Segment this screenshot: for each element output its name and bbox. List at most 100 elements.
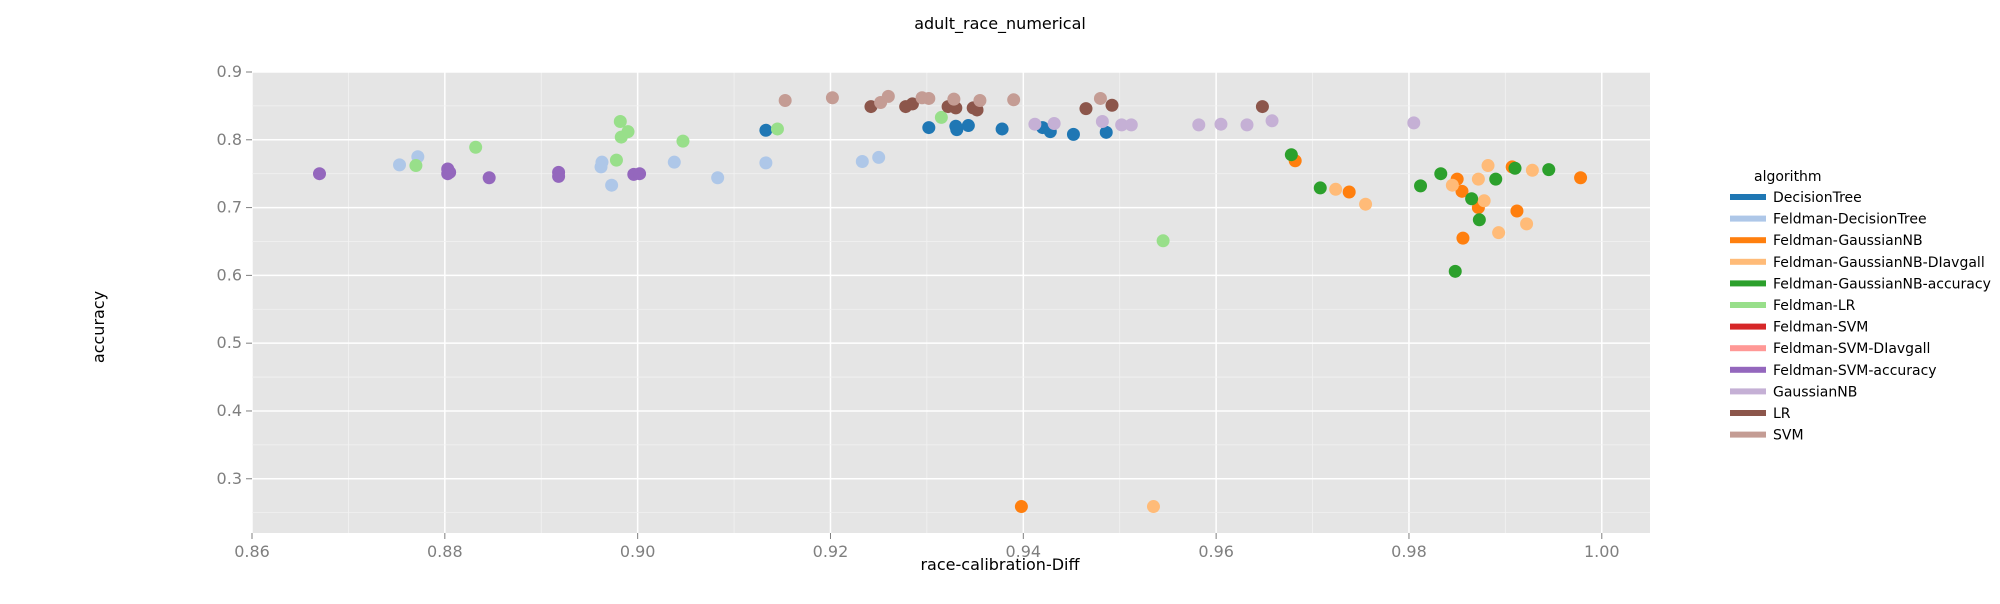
legend-label: GaussianNB <box>1773 384 1857 400</box>
x-tick-label: 0.86 <box>234 542 270 561</box>
legend-swatch <box>1730 323 1766 330</box>
data-point-feldman-lr <box>676 134 690 148</box>
data-point-feldman-gaussiannb <box>1455 184 1469 198</box>
data-point-feldman-decisiontree <box>759 156 773 170</box>
data-point-gaussiannb <box>1192 118 1206 132</box>
data-point-feldman-decisiontree <box>872 150 886 164</box>
y-tick-label: 0.4 <box>217 401 242 420</box>
data-point-feldman-svm-accuracy <box>482 171 496 185</box>
data-point-gaussiannb <box>1115 118 1129 132</box>
data-point-feldman-gaussiannb-accuracy <box>1489 172 1503 186</box>
legend-swatch <box>1730 280 1766 287</box>
data-point-feldman-decisiontree <box>711 171 725 185</box>
data-point-feldman-gaussiannb-accuracy <box>1508 161 1522 175</box>
data-point-gaussiannb <box>1265 114 1279 128</box>
data-point-feldman-gaussiannb <box>1510 204 1524 218</box>
data-point-decisiontree <box>1066 127 1080 141</box>
y-tick-label: 0.7 <box>217 198 242 217</box>
legend-label: Feldman-GaussianNB-accuracy <box>1773 276 1991 292</box>
data-point-svm <box>947 92 961 106</box>
data-point-gaussiannb <box>1095 114 1109 128</box>
data-point-feldman-gaussiannb-diavgall <box>1146 500 1160 514</box>
data-point-feldman-gaussiannb-accuracy <box>1313 181 1327 195</box>
data-point-gaussiannb <box>1240 118 1254 132</box>
data-point-feldman-lr <box>609 153 623 167</box>
legend-label: Feldman-LR <box>1773 298 1856 314</box>
y-tick-label: 0.6 <box>217 265 242 284</box>
data-point-feldman-gaussiannb-accuracy <box>1414 179 1428 193</box>
data-point-feldman-lr <box>934 110 948 124</box>
legend-swatch <box>1730 237 1766 244</box>
data-point-feldman-gaussiannb <box>1342 185 1356 199</box>
data-point-feldman-gaussiannb-diavgall <box>1471 172 1485 186</box>
data-point-feldman-gaussiannb-diavgall <box>1481 159 1495 173</box>
data-point-feldman-lr <box>469 140 483 154</box>
data-point-feldman-gaussiannb-accuracy <box>1434 167 1448 181</box>
data-point-feldman-gaussiannb-diavgall <box>1525 163 1539 177</box>
data-point-lr <box>905 97 919 111</box>
legend-title: algorithm <box>1754 169 1822 185</box>
data-point-lr <box>1105 98 1119 112</box>
data-point-svm <box>1007 93 1021 107</box>
data-point-svm <box>825 91 839 105</box>
chart-title: adult_race_numerical <box>914 14 1086 34</box>
data-point-feldman-gaussiannb-diavgall <box>1520 217 1534 231</box>
x-tick-label: 0.92 <box>813 542 849 561</box>
x-tick-label: 0.98 <box>1391 542 1427 561</box>
data-point-feldman-lr <box>1156 234 1170 248</box>
data-point-feldman-gaussiannb-accuracy <box>1542 163 1556 177</box>
y-tick-label: 0.8 <box>217 130 242 149</box>
y-tick-label: 0.9 <box>217 62 242 81</box>
data-point-feldman-svm-accuracy <box>312 167 326 181</box>
legend-label: Feldman-SVM-DIavgall <box>1773 341 1930 357</box>
data-point-gaussiannb <box>1028 117 1042 131</box>
data-point-feldman-decisiontree <box>594 160 608 174</box>
y-tick-label: 0.3 <box>217 469 242 488</box>
data-point-feldman-gaussiannb-diavgall <box>1445 178 1459 192</box>
data-point-decisiontree <box>949 119 963 133</box>
data-point-feldman-lr <box>621 125 635 139</box>
data-point-gaussiannb <box>1214 117 1228 131</box>
data-point-gaussiannb <box>1047 117 1061 131</box>
data-point-decisiontree <box>922 121 936 135</box>
y-tick-label: 0.5 <box>217 333 242 352</box>
data-point-lr <box>1255 100 1269 114</box>
legend-label: Feldman-GaussianNB-DIavgall <box>1773 255 1985 271</box>
legend-swatch <box>1730 431 1766 438</box>
data-point-decisiontree <box>759 123 773 137</box>
legend-swatch <box>1730 366 1766 373</box>
data-point-feldman-gaussiannb-accuracy <box>1284 148 1298 162</box>
data-point-feldman-gaussiannb <box>1014 500 1028 514</box>
legend-label: Feldman-DecisionTree <box>1773 212 1927 228</box>
data-point-feldman-lr <box>770 122 784 136</box>
plot-background <box>252 72 1650 533</box>
data-point-feldman-gaussiannb <box>1456 231 1470 245</box>
data-point-svm <box>922 91 936 105</box>
legend-label: DecisionTree <box>1773 190 1862 206</box>
data-point-svm <box>973 93 987 107</box>
legend-swatch <box>1730 215 1766 222</box>
legend-swatch <box>1730 388 1766 395</box>
data-point-svm <box>881 89 895 103</box>
legend: algorithm DecisionTree Feldman-DecisionTr… <box>1730 169 1991 444</box>
legend-swatch <box>1730 345 1766 352</box>
grid-lines <box>251 71 1650 533</box>
legend-label: SVM <box>1773 428 1804 444</box>
legend-label: LR <box>1773 406 1791 422</box>
x-tick-label: 0.88 <box>427 542 463 561</box>
legend-label: Feldman-SVM <box>1773 320 1868 336</box>
data-point-feldman-lr <box>409 159 423 173</box>
data-point-svm <box>1093 91 1107 105</box>
data-point-feldman-decisiontree <box>855 154 869 168</box>
x-tick-label: 1.00 <box>1584 542 1620 561</box>
x-tick-label: 0.96 <box>1198 542 1234 561</box>
data-points <box>312 89 1588 514</box>
data-point-feldman-gaussiannb <box>1574 171 1588 185</box>
data-point-gaussiannb <box>1407 116 1421 130</box>
data-point-decisiontree <box>1099 125 1113 139</box>
data-point-feldman-gaussiannb-accuracy <box>1472 213 1486 227</box>
data-point-feldman-gaussiannb-diavgall <box>1329 182 1343 196</box>
data-point-gaussiannb <box>1124 118 1138 132</box>
